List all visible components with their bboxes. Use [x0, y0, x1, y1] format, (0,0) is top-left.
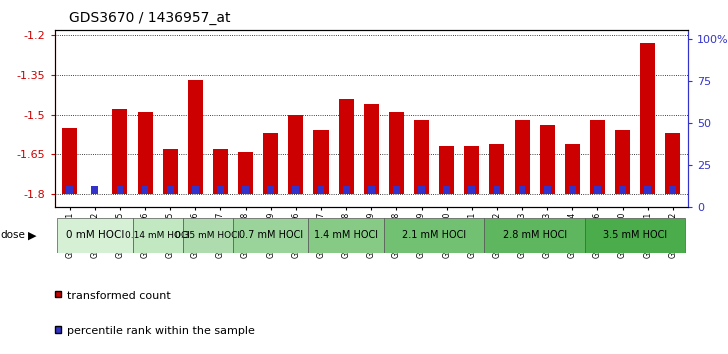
Text: 2.8 mM HOCl: 2.8 mM HOCl [502, 230, 566, 240]
Bar [138, 112, 153, 194]
Bar [267, 186, 274, 194]
Bar [293, 186, 299, 194]
Bar [518, 186, 526, 194]
Bar [615, 131, 630, 194]
Bar [468, 186, 475, 194]
Bar [142, 186, 149, 194]
Bar [515, 120, 530, 194]
Bar [494, 186, 500, 194]
Text: dose: dose [1, 230, 25, 240]
Bar [116, 186, 123, 194]
Bar [539, 125, 555, 194]
Bar [384, 218, 484, 253]
Bar [213, 149, 228, 194]
Bar [484, 218, 585, 253]
Bar [314, 131, 328, 194]
Bar [590, 120, 605, 194]
Text: 1.4 mM HOCl: 1.4 mM HOCl [314, 230, 378, 240]
Bar [233, 218, 309, 253]
Bar [585, 218, 686, 253]
Bar [217, 186, 224, 194]
Bar [439, 146, 454, 194]
Bar [464, 146, 479, 194]
Bar [644, 186, 651, 194]
Bar [62, 128, 77, 194]
Bar [368, 186, 375, 194]
Text: GDS3670 / 1436957_at: GDS3670 / 1436957_at [69, 11, 231, 25]
Bar [670, 186, 676, 194]
Bar [112, 109, 127, 194]
Bar [569, 186, 576, 194]
Bar [443, 186, 450, 194]
Text: 0 mM HOCl: 0 mM HOCl [66, 230, 124, 240]
Bar [167, 186, 173, 194]
Text: 0.14 mM HOCl: 0.14 mM HOCl [125, 231, 190, 240]
Bar [640, 43, 655, 194]
Bar [364, 104, 379, 194]
Bar [565, 144, 580, 194]
Bar [183, 218, 233, 253]
Bar [414, 120, 429, 194]
Bar [264, 133, 278, 194]
Bar [66, 186, 73, 194]
Bar [242, 186, 249, 194]
Bar [418, 186, 425, 194]
Bar [317, 186, 325, 194]
Bar [132, 218, 183, 253]
Text: transformed count: transformed count [67, 291, 171, 301]
Bar [389, 112, 404, 194]
Bar [339, 99, 354, 194]
Bar [192, 186, 199, 194]
Bar [309, 218, 384, 253]
Text: 3.5 mM HOCl: 3.5 mM HOCl [603, 230, 668, 240]
Bar [57, 218, 132, 253]
Bar [188, 80, 203, 194]
Bar [393, 186, 400, 194]
Bar [544, 186, 550, 194]
Text: 0.7 mM HOCl: 0.7 mM HOCl [239, 230, 303, 240]
Bar [343, 186, 349, 194]
Bar [92, 186, 98, 194]
Text: ▶: ▶ [28, 230, 36, 240]
Text: 2.1 mM HOCl: 2.1 mM HOCl [402, 230, 466, 240]
Bar [594, 186, 601, 194]
Bar [288, 115, 304, 194]
Bar [162, 149, 178, 194]
Text: 0.35 mM HOCl: 0.35 mM HOCl [175, 231, 240, 240]
Bar [238, 152, 253, 194]
Text: percentile rank within the sample: percentile rank within the sample [67, 326, 255, 336]
Bar [489, 144, 505, 194]
Bar [665, 133, 681, 194]
Bar [620, 186, 626, 194]
